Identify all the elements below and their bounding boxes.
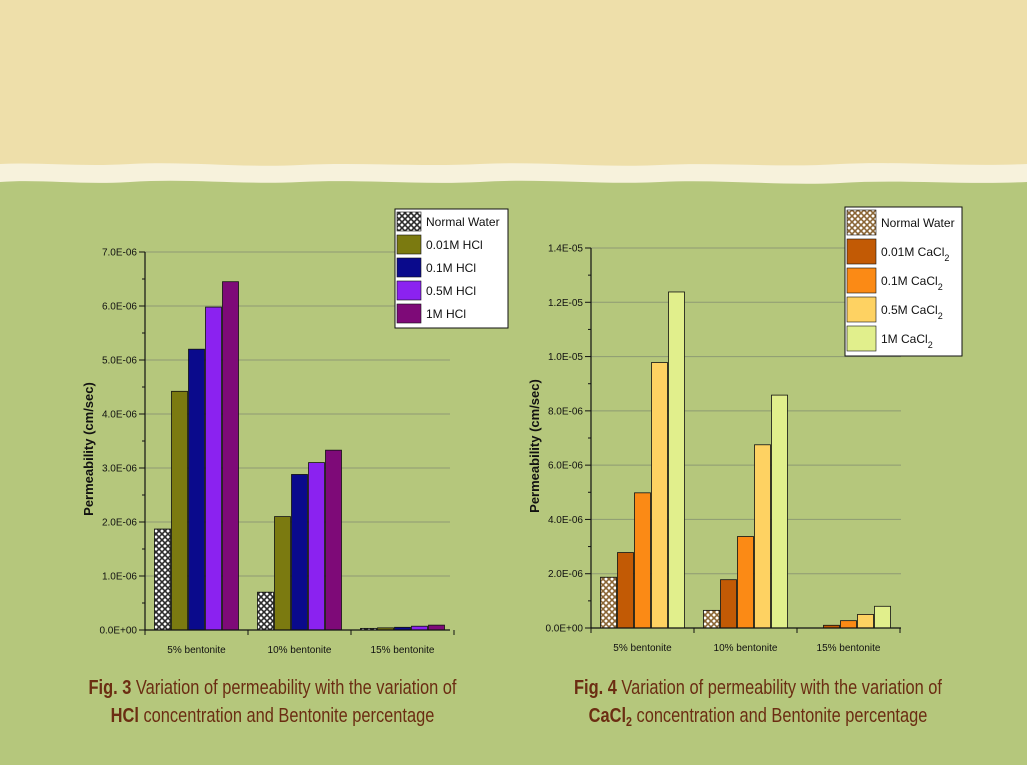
fig3-y-tick-label: 7.0E-06 (102, 248, 137, 259)
fig3-y-tick-label: 3.0E-06 (102, 464, 137, 475)
fig4-y-tick-label: 1.4E-05 (548, 244, 583, 255)
fig4-legend-swatch (846, 325, 877, 352)
fig4-y-tick-label: 1.2E-05 (548, 298, 583, 309)
fig3-x-tick-label: 15% bentonite (371, 645, 435, 656)
fig4-caption-chem-subscript: 2 (626, 714, 632, 729)
fig4-y-tick-label: 4.0E-06 (548, 515, 583, 526)
fig4-x-tick-label: 10% bentonite (714, 643, 778, 654)
fig3-caption: Fig. 3 Variation of permeability with th… (49, 674, 496, 730)
fig3-y-tick-label: 6.0E-06 (102, 302, 137, 313)
fig3-y-tick-label: 5.0E-06 (102, 356, 137, 367)
fig4-bar (600, 576, 617, 629)
fig4-x-tick-label: 5% bentonite (613, 643, 672, 654)
fig3-legend-swatch (396, 303, 422, 324)
fig4-caption-label: Fig. 4 (574, 677, 617, 699)
fig3-y-tick-label: 1.0E-06 (102, 572, 137, 583)
fig4-legend-swatch (846, 267, 877, 294)
fig4-legend-label: 0.1M CaCl2 (881, 274, 943, 292)
fig4-legend-label: 1M CaCl2 (881, 332, 933, 350)
fig4-bar (703, 609, 720, 629)
fig4-bar (737, 536, 754, 629)
fig3-y-tick-label: 0.0E+00 (99, 626, 137, 637)
fig4-bar (857, 614, 874, 629)
fig3-caption-label: Fig. 3 (88, 677, 132, 699)
fig3-caption-line1: Variation of permeability with the varia… (131, 677, 457, 699)
torn-paper-edge (0, 163, 1027, 184)
fig4-caption-line2: concentration and Bentonite percentage (631, 705, 928, 727)
fig4-caption: Fig. 4 Variation of permeability with th… (528, 674, 987, 730)
fig3-legend-swatch (396, 211, 422, 232)
fig3-caption-line2: concentration and Bentonite percentage (138, 705, 435, 727)
fig4-bar (634, 492, 651, 629)
top-banner (0, 0, 1027, 166)
fig4-y-tick-label: 1.0E-05 (548, 352, 583, 363)
fig4-legend-label: Normal Water (881, 216, 955, 230)
fig4-y-tick-label: 8.0E-06 (548, 406, 583, 417)
fig4-bar (754, 444, 771, 629)
fig3-legend-label: 0.01M HCl (426, 238, 483, 252)
fig3-legend-label: Normal Water (426, 215, 500, 229)
fig3-legend-swatch (396, 280, 422, 301)
fig4-y-tick-label: 2.0E-06 (548, 569, 583, 580)
fig4-legend-swatch (846, 238, 877, 265)
fig4-y-axis-label: Permeability (cm/sec) (527, 379, 542, 513)
fig3-legend-label: 0.5M HCl (426, 284, 476, 298)
fig4-legend-label: 0.01M CaCl2 (881, 245, 949, 263)
fig4-caption-chem: CaCl (588, 705, 627, 727)
fig3-legend-swatch (396, 257, 422, 278)
fig4-bar (651, 362, 668, 629)
fig4-bar (771, 394, 788, 629)
fig3-y-axis-label: Permeability (cm/sec) (81, 382, 96, 516)
fig3-caption-chem: HCl (110, 705, 139, 727)
fig3-legend-swatch (396, 234, 422, 255)
fig4-legend-label: 0.5M CaCl2 (881, 303, 943, 321)
fig4-caption-line1: Variation of permeability with the varia… (616, 677, 942, 699)
fig4-bar (617, 552, 634, 629)
fig3-x-tick-label: 10% bentonite (268, 645, 332, 656)
fig4-bar (668, 291, 685, 629)
fig3-legend-label: 0.1M HCl (426, 261, 476, 275)
fig3-x-tick-label: 5% bentonite (167, 645, 226, 656)
fig4-bar (874, 605, 891, 629)
fig4-legend-swatch (846, 209, 877, 236)
fig4-y-tick-label: 6.0E-06 (548, 461, 583, 472)
fig4-legend-swatch (846, 296, 877, 323)
fig3-y-tick-label: 2.0E-06 (102, 518, 137, 529)
fig4-y-tick-label: 0.0E+00 (545, 624, 583, 635)
fig3-y-tick-label: 4.0E-06 (102, 410, 137, 421)
fig3-legend-label: 1M HCl (426, 307, 466, 321)
fig4-x-tick-label: 15% bentonite (817, 643, 881, 654)
fig4-bar (720, 579, 737, 629)
fig4-bar (840, 620, 857, 629)
